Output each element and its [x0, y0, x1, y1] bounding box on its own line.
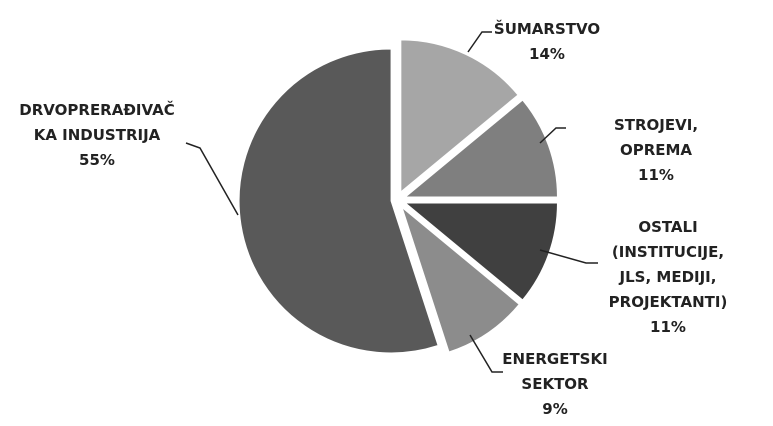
category-label: OSTALI (INSTITUCIJE, JLS, MEDIJI, PROJEK…: [608, 218, 728, 311]
slice-label: OSTALI (INSTITUCIJE, JLS, MEDIJI, PROJEK…: [609, 215, 728, 340]
category-label: ŠUMARSTVO: [493, 20, 601, 38]
value-label: 55%: [79, 151, 115, 169]
slice-label: ŠUMARSTVO 14%: [494, 17, 600, 67]
value-label: 11%: [638, 166, 674, 184]
category-label: DRVOPRERAĐIVAČ KA INDUSTRIJA: [19, 101, 175, 144]
leader-line: [539, 127, 566, 144]
value-label: 9%: [542, 400, 568, 418]
slice-label: STROJEVI, OPREMA 11%: [598, 113, 715, 188]
leader-line: [185, 142, 239, 216]
leader-line: [467, 31, 492, 53]
pie-slice: [401, 205, 520, 353]
slice-label: DRVOPRERAĐIVAČ KA INDUSTRIJA 55%: [19, 98, 174, 173]
pie-slice: [404, 202, 558, 301]
pie-slice: [404, 99, 558, 198]
leader-line: [469, 334, 503, 373]
pie-slice: [238, 48, 439, 354]
value-label: 14%: [529, 45, 565, 63]
leader-line: [539, 249, 598, 264]
pie-slice: [400, 39, 519, 193]
value-label: 11%: [650, 318, 686, 336]
slice-label: ENERGETSKI SEKTOR 9%: [502, 347, 607, 422]
category-label: STROJEVI, OPREMA: [613, 116, 699, 159]
category-label: ENERGETSKI SEKTOR: [502, 350, 608, 393]
